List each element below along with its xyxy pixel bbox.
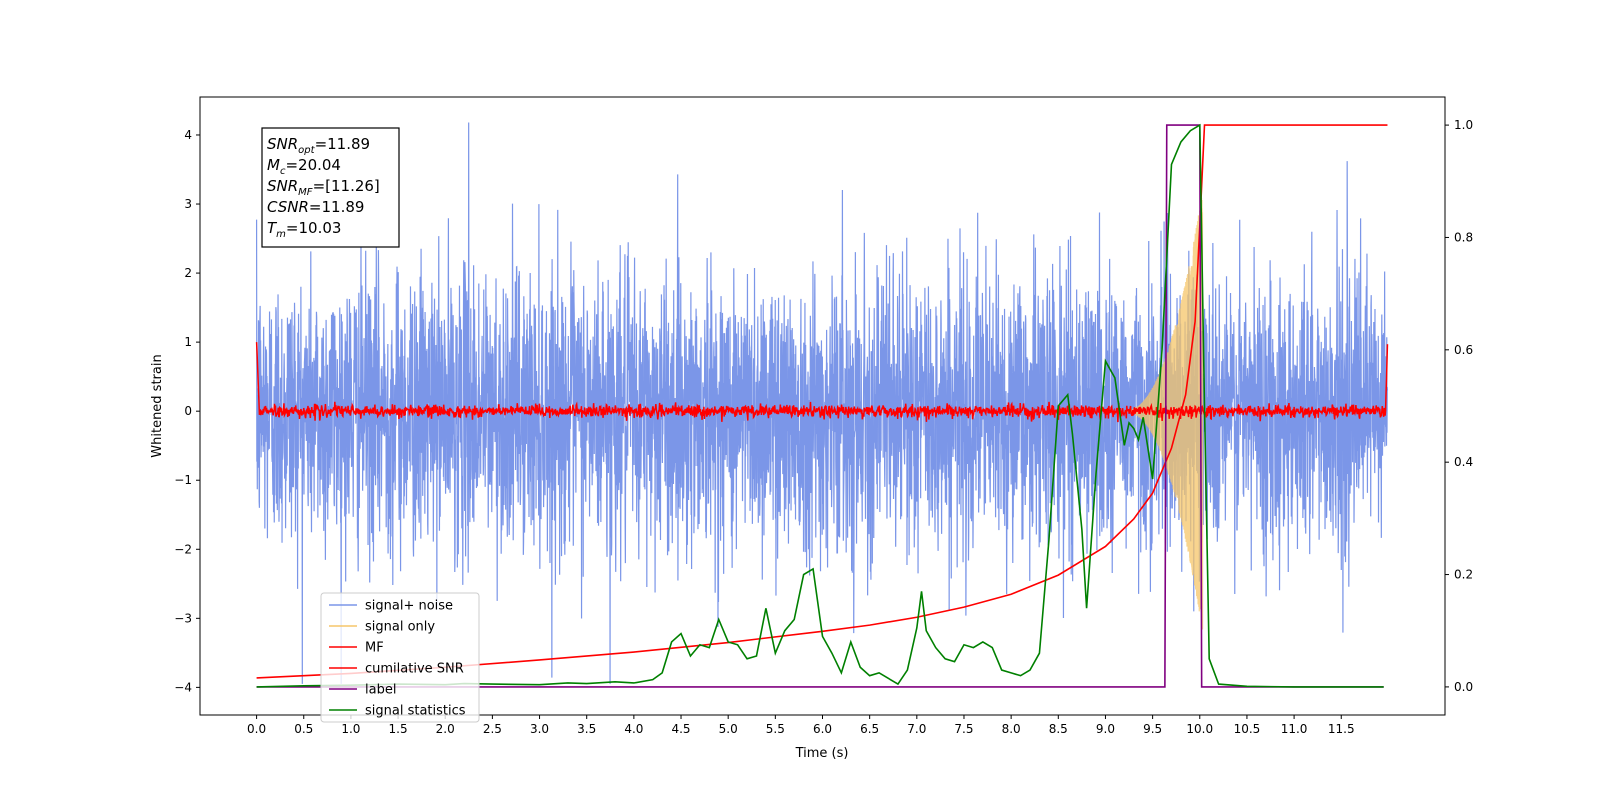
x-tick-label: 5.5 — [766, 722, 785, 736]
annotation-frame — [261, 127, 400, 248]
annotation-box: SNRopt=11.89Mc=20.04SNRMF=[11.26]CSNR=11… — [261, 127, 400, 248]
annotation-line: Tm=10.03 — [267, 219, 341, 240]
legend-label: label — [365, 683, 396, 698]
series-signal-statistics — [256, 123, 1384, 688]
x-tick-label: 7.0 — [907, 722, 926, 736]
x-tick-label: 1.5 — [389, 722, 408, 736]
legend-label: signal+ noise — [365, 599, 453, 614]
x-tick-label: 8.0 — [1002, 722, 1021, 736]
legend-frame — [320, 592, 480, 723]
y2-tick-label: 0.8 — [1454, 230, 1473, 244]
x-tick-label: 5.0 — [719, 722, 738, 736]
y2-tick-label: 0.0 — [1454, 680, 1473, 694]
y2-tick-label: 0.2 — [1454, 568, 1473, 582]
x-tick-label: 11.0 — [1281, 722, 1308, 736]
x-tick-label: 7.5 — [954, 722, 973, 736]
legend-label: MF — [365, 641, 384, 656]
y-tick-label: 2 — [184, 266, 192, 280]
x-tick-label: 0.5 — [294, 722, 313, 736]
x-axis: 0.0 0.5 1.0 1.5 2.0 2.5 3.0 3.5 4.0 4.5 5.0 5.5 6.0 6… — [247, 715, 1355, 736]
x-tick-label: 9.5 — [1143, 722, 1162, 736]
x-tick-label: 11.5 — [1328, 722, 1355, 736]
x-tick-label: 10.5 — [1234, 722, 1261, 736]
y2-tick-label: 0.6 — [1454, 343, 1473, 357]
x-tick-label: 2.0 — [436, 722, 455, 736]
annotation-line: SNRMF=[11.26] — [267, 177, 380, 198]
series-mf — [255, 342, 1389, 423]
annotation-line: SNRopt=11.89 — [267, 135, 370, 156]
y-tick-label: 3 — [184, 197, 192, 211]
annotation-line: CSNR=11.89 — [267, 198, 364, 216]
y2-tick-label: 0.4 — [1454, 455, 1473, 469]
x-tick-label: 1.0 — [341, 722, 360, 736]
x-tick-label: 6.5 — [860, 722, 879, 736]
y-tick-label: −3 — [174, 611, 192, 625]
y-tick-label: 4 — [184, 128, 192, 142]
y-tick-label: 1 — [184, 335, 192, 349]
y-tick-label: −1 — [174, 473, 192, 487]
series-label — [256, 124, 1384, 688]
annotation-line: Mc=20.04 — [267, 156, 341, 177]
series-cumulative-snr — [256, 124, 1388, 679]
y-tick-label: −4 — [174, 680, 192, 694]
plot-area — [255, 122, 1389, 688]
legend: signal+ noise signal only MF cumilative SNR… — [320, 592, 480, 723]
x-tick-label: 6.0 — [813, 722, 832, 736]
x-axis-label: Time (s) — [795, 746, 849, 761]
x-tick-label: 3.0 — [530, 722, 549, 736]
x-tick-label: 0.0 — [247, 722, 266, 736]
x-tick-label: 2.5 — [483, 722, 502, 736]
y-axis-left: −4 −3 −2 −1 0 1 2 3 4 — [174, 128, 200, 694]
legend-label: signal only — [365, 620, 435, 635]
legend-label: cumilative SNR — [365, 662, 464, 677]
x-tick-label: 10.0 — [1186, 722, 1213, 736]
x-tick-label: 8.5 — [1049, 722, 1068, 736]
x-tick-label: 3.5 — [577, 722, 596, 736]
y-tick-label: 0 — [184, 404, 192, 418]
y-axis-right: 0.0 0.2 0.4 0.6 0.8 1.0 — [1445, 118, 1473, 694]
y-tick-label: −2 — [174, 542, 192, 556]
x-tick-label: 4.0 — [624, 722, 643, 736]
legend-label: signal statistics — [365, 704, 466, 719]
x-tick-label: 9.0 — [1096, 722, 1115, 736]
x-tick-label: 4.5 — [671, 722, 690, 736]
y2-tick-label: 1.0 — [1454, 118, 1473, 132]
y-axis-label: Whitened strain — [150, 354, 165, 457]
